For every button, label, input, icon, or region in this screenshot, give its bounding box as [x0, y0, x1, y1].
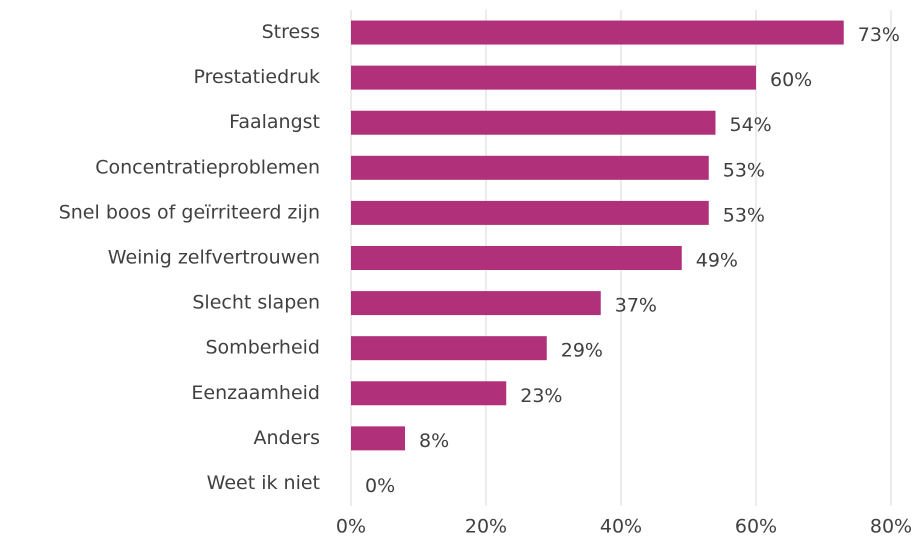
y-tick-label: Eenzaamheid: [191, 382, 320, 404]
value-label: 60%: [770, 69, 812, 91]
x-tick-label: 40%: [600, 516, 642, 538]
bar: [351, 200, 709, 225]
value-label: 23%: [520, 385, 562, 407]
y-tick-label: Somberheid: [206, 337, 321, 359]
bar: [351, 246, 682, 270]
value-label: 29%: [561, 340, 603, 362]
value-label: 53%: [723, 204, 765, 226]
x-tick-label: 0%: [336, 516, 366, 538]
bar: [351, 426, 405, 451]
y-tick-label: Snel boos of geïrriteerd zijn: [59, 201, 320, 223]
y-tick-label: Prestatiedruk: [193, 66, 320, 88]
bar: [351, 155, 709, 180]
x-tick-label: 20%: [465, 516, 507, 538]
value-label: 0%: [365, 475, 395, 497]
bar: [351, 20, 844, 45]
bar: [351, 65, 756, 90]
y-tick-label: Concentratieproblemen: [95, 156, 320, 178]
value-label: 53%: [723, 159, 765, 181]
bar: [351, 381, 507, 406]
bar: [351, 291, 601, 316]
x-tick-label: 60%: [735, 516, 777, 538]
y-tick-label: Slecht slapen: [192, 292, 320, 314]
value-label: 54%: [730, 114, 772, 136]
y-tick-label: Anders: [254, 427, 321, 449]
y-tick-label: Stress: [262, 21, 320, 43]
y-tick-label: Faalangst: [229, 111, 320, 133]
y-tick-label: Weet ik niet: [207, 472, 320, 494]
y-tick-label: Weinig zelfvertrouwen: [108, 247, 320, 269]
value-label: 49%: [696, 250, 738, 272]
x-tick-label: 80%: [870, 516, 912, 538]
value-label: 37%: [615, 295, 657, 317]
value-label: 73%: [858, 24, 900, 46]
bar: [351, 110, 716, 135]
bar: [351, 336, 547, 361]
value-label: 8%: [419, 430, 449, 452]
